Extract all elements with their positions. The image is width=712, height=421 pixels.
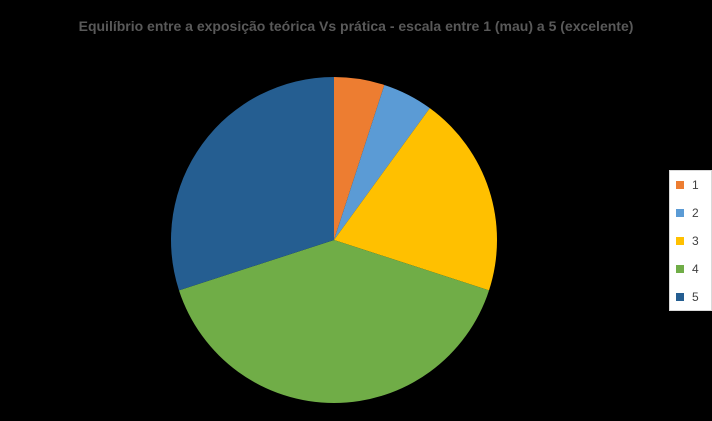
legend-swatch [676,181,684,189]
pie-slice-1 [334,77,385,240]
legend-label: 2 [692,206,699,220]
legend-label: 4 [692,262,699,276]
chart-title: Equilíbrio entre a exposição teórica Vs … [78,18,634,34]
legend: 1 2 3 4 5 [669,170,712,311]
legend-swatch [676,209,684,217]
pie-slice-3 [334,108,497,291]
pie-slice-5 [170,77,334,291]
legend-swatch [676,237,684,245]
legend-label: 3 [692,234,699,248]
pie-slice-2 [334,84,430,241]
legend-label: 5 [692,290,699,304]
legend-swatch [676,293,684,301]
legend-item-5: 5 [676,290,699,304]
legend-item-4: 4 [676,262,699,276]
pie-slice-4 [178,240,490,403]
legend-label: 1 [692,178,699,192]
legend-item-1: 1 [676,178,699,192]
legend-item-2: 2 [676,206,699,220]
legend-swatch [676,265,684,273]
legend-item-3: 3 [676,234,699,248]
